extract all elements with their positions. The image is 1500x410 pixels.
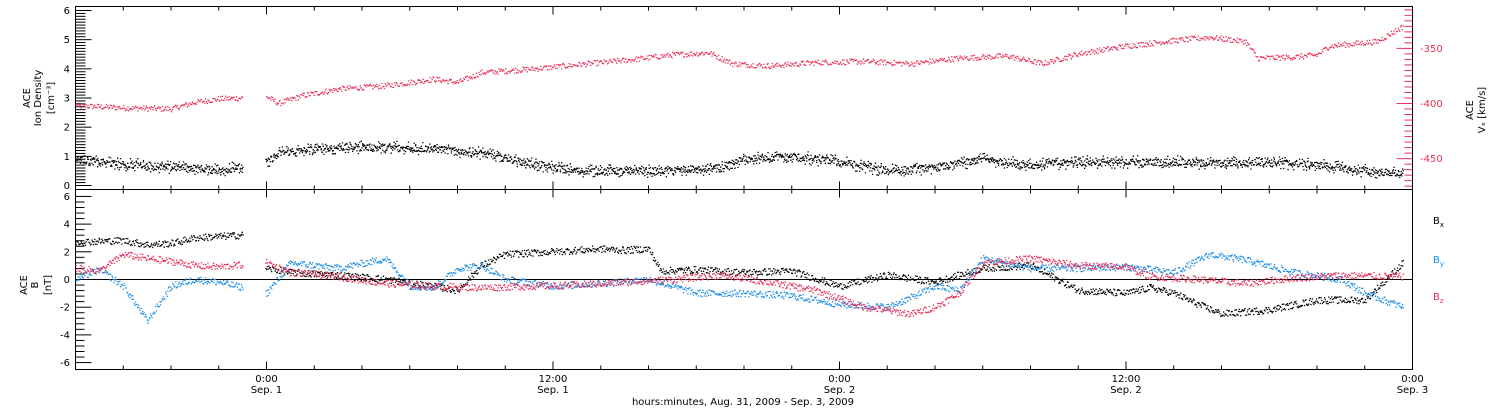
density-tick-label: 0	[64, 181, 70, 192]
top-left-axis-label: ACE Ion Density [cm⁻³]	[22, 70, 57, 127]
b-tick-label: 6	[64, 192, 70, 203]
b-tick-label: -6	[60, 358, 70, 369]
series-by	[75, 252, 1404, 324]
velocity-tick-label: -450	[1420, 154, 1443, 165]
density-tick-label: 1	[64, 152, 70, 163]
b-tick-label: -4	[60, 330, 70, 341]
top-right-label-line-1: ACE	[1465, 100, 1476, 120]
bottom-left-label-unit: [nT]	[43, 275, 54, 295]
x-tick-label-date: Sep. 2	[824, 385, 856, 396]
density-series-spread	[75, 140, 1404, 179]
legend-bx: Bx	[1433, 216, 1444, 229]
b-tick-label: 2	[64, 247, 70, 258]
top-right-axis-label: ACE Vₓ [km/s]	[1465, 87, 1488, 133]
x-tick-label-date: Sep. 3	[1397, 385, 1429, 396]
density-tick-label: 5	[64, 35, 70, 46]
top-left-label-line-2: Ion Density	[33, 70, 44, 127]
top-panel-frame	[75, 6, 1413, 190]
density-tick-label: 4	[64, 64, 70, 75]
velocity-series	[75, 24, 1404, 113]
x-axis-title: hours:minutes, Aug. 31, 2009 - Sep. 3, 2…	[632, 397, 854, 408]
x-tick-label-time: 0:00	[255, 374, 277, 385]
velocity-tick-label: -400	[1420, 99, 1443, 110]
x-tick-label-time: 0:00	[828, 374, 850, 385]
x-tick-label-date: Sep. 2	[1110, 385, 1142, 396]
x-tick-label-date: Sep. 1	[251, 385, 283, 396]
density-series	[75, 143, 1404, 177]
legend-by: By	[1433, 255, 1444, 268]
top-right-label-var: Vₓ [km/s]	[1477, 87, 1488, 133]
series-bz	[75, 251, 1404, 318]
b-tick-label: 4	[64, 220, 70, 231]
density-tick-label: 6	[64, 6, 70, 17]
top-left-label-line-1: ACE	[22, 88, 33, 108]
x-tick-label-date: Sep. 1	[537, 385, 569, 396]
bottom-left-label-line-1: ACE	[19, 275, 30, 295]
legend-bz: Bz	[1433, 292, 1444, 305]
density-tick-label: 3	[64, 94, 70, 105]
top-left-label-unit: [cm⁻³]	[46, 82, 57, 114]
x-tick-label-time: 12:00	[539, 374, 568, 385]
bottom-left-axis-label: ACE B [nT]	[19, 275, 54, 295]
b-tick-label: -2	[60, 303, 70, 314]
density-tick-label: 2	[64, 123, 70, 134]
b-tick-label: 0	[64, 275, 70, 286]
x-tick-label-time: 12:00	[1112, 374, 1141, 385]
x-tick-label-time: 0:00	[1401, 374, 1423, 385]
series-bx	[75, 231, 1404, 318]
bottom-left-label-line-2: B	[30, 281, 41, 288]
velocity-tick-label: -350	[1420, 44, 1443, 55]
